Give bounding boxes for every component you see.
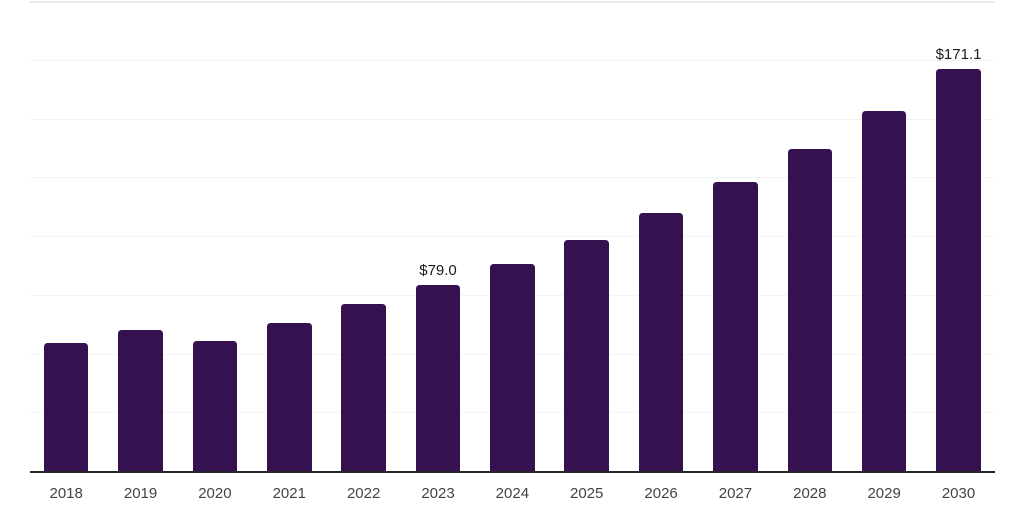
gridline-4	[30, 236, 995, 237]
bar-2026	[638, 212, 684, 471]
bar-2021	[267, 322, 312, 471]
gridline-3	[30, 177, 995, 179]
x-tick-2028: 2028	[793, 485, 827, 502]
x-tick-2030: 2030	[941, 485, 976, 502]
bar-2024	[490, 263, 535, 471]
bar-2028	[787, 148, 833, 471]
x-tick-2018: 2018	[49, 485, 83, 502]
bar-2020	[192, 340, 238, 471]
x-tick-2029: 2029	[867, 485, 901, 502]
bar-2022	[341, 304, 386, 471]
bar-2029	[861, 111, 907, 471]
bar-2027	[713, 182, 758, 471]
x-tick-2021: 2021	[272, 485, 306, 502]
x-tick-2022: 2022	[346, 485, 381, 502]
bar-2018	[43, 342, 89, 471]
x-tick-2027: 2027	[718, 485, 753, 502]
gridline-0	[30, 1, 995, 3]
bar-2023	[415, 285, 461, 471]
x-tick-2020: 2020	[198, 485, 232, 502]
x-axis-line	[30, 471, 995, 473]
data-label-2023: $79.0	[419, 262, 457, 280]
x-axis: 2018 2019 2020 2021 2022 2023 2024 2025 2026 2027…	[0, 484, 1024, 504]
bar-2019	[118, 330, 163, 471]
x-tick-2026: 2026	[644, 485, 678, 502]
x-tick-2019: 2019	[123, 485, 158, 502]
x-tick-2023: 2023	[421, 485, 455, 502]
plot-area: $79.0 $171.1	[30, 1, 995, 473]
x-tick-2024: 2024	[495, 485, 530, 502]
data-label-2030: $171.1	[935, 45, 982, 63]
x-tick-2025: 2025	[570, 485, 604, 502]
bar-2025	[564, 239, 609, 471]
gridline-2	[30, 118, 995, 120]
gridline-1	[30, 59, 995, 61]
bar-2030	[936, 68, 981, 471]
